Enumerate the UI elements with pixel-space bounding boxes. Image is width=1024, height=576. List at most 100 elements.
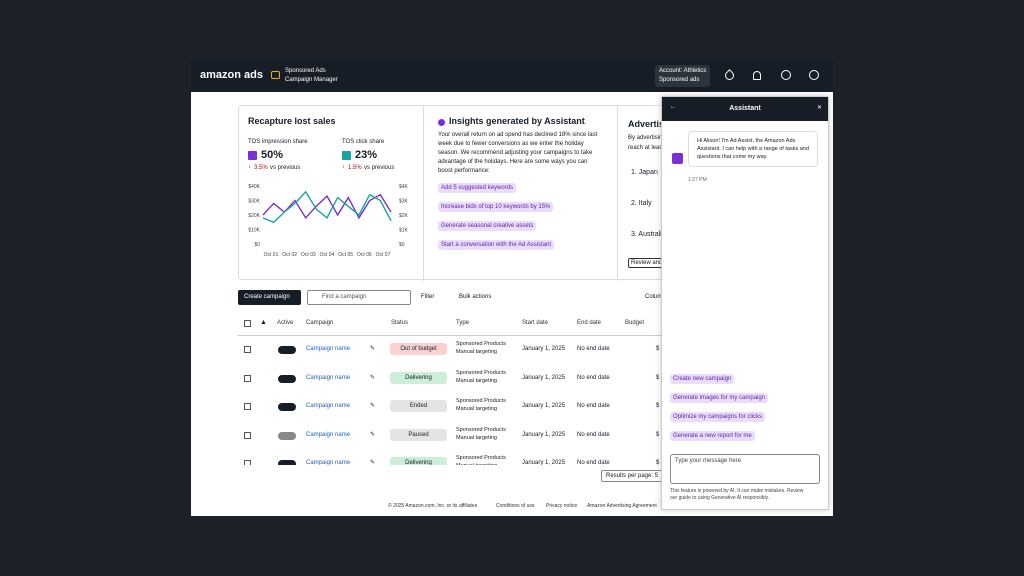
- end-date: No end date: [577, 403, 610, 409]
- campaign-link[interactable]: Campaign name: [306, 374, 351, 381]
- x-tick-label: Oct 06: [357, 252, 372, 258]
- end-date: No end date: [577, 346, 610, 352]
- budget: $: [656, 346, 660, 352]
- suggestion[interactable]: Create new campaign: [670, 374, 735, 384]
- profile-icon[interactable]: [809, 70, 819, 80]
- type: Sponsored Products: [456, 398, 506, 404]
- header-checkbox[interactable]: [244, 320, 251, 327]
- edit-icon[interactable]: ✎: [370, 460, 376, 466]
- campaign-link[interactable]: Campaign name: [306, 346, 351, 352]
- card-title: Insights generated by Assistant: [449, 116, 585, 126]
- toggle[interactable]: [278, 431, 296, 440]
- suggestion[interactable]: Generate a new report for me: [670, 431, 755, 441]
- metric-compare: vs previous: [364, 165, 395, 171]
- launch-icon[interactable]: [723, 69, 736, 82]
- row-checkbox[interactable]: [244, 431, 251, 439]
- toggle[interactable]: [278, 403, 296, 411]
- x-tick-label: Oct 05: [338, 252, 353, 258]
- metric-delta: 3.5%: [254, 165, 268, 171]
- columns[interactable]: Columns: [645, 294, 669, 300]
- input-placeholder: Type your message here: [675, 458, 742, 464]
- top-nav: amazon ads Sponsored Ads Campaign Manage…: [191, 60, 833, 92]
- targeting: Manual targeting: [456, 349, 497, 355]
- status-badge: Out of budget: [390, 343, 447, 355]
- x-tick-label: Oct 07: [376, 252, 391, 258]
- create-button[interactable]: Create campaign: [238, 290, 301, 305]
- toggle[interactable]: [278, 346, 296, 354]
- y2-tick-label: $2K: [399, 213, 409, 219]
- footer-link[interactable]: Amazon Advertising Agreement: [587, 503, 657, 509]
- down-arrow: ↓: [342, 164, 345, 170]
- assistant-message: Hi Alison! I'm Ad Assist, the Amazon Ads…: [688, 131, 818, 167]
- edit-icon[interactable]: ✎: [370, 431, 376, 438]
- trend-line: [262, 190, 392, 224]
- account-switcher[interactable]: Account: Athletics Sponsored ads: [655, 65, 710, 87]
- back[interactable]: ←: [670, 104, 676, 110]
- row-checkbox[interactable]: [244, 346, 251, 353]
- end-date: No end date: [577, 460, 610, 466]
- end-date: No end date: [577, 431, 610, 438]
- edit-icon[interactable]: ✎: [370, 374, 376, 381]
- y-tick-label: $30K: [248, 199, 260, 205]
- type: Sponsored Products: [456, 341, 506, 347]
- product: Sponsored Ads: [285, 68, 326, 74]
- message-input[interactable]: Type your message here: [670, 454, 820, 484]
- column-header[interactable]: Budget: [625, 320, 645, 326]
- suggestion[interactable]: Optimize my campaigns for clicks: [670, 412, 766, 422]
- targeting: Manual targeting: [456, 377, 497, 384]
- toggle[interactable]: [278, 374, 296, 383]
- message-time: 1:27 PM: [688, 177, 707, 183]
- campaign-link[interactable]: Campaign name: [306, 431, 351, 438]
- column-header[interactable]: Status: [391, 320, 409, 326]
- bell-icon[interactable]: [753, 71, 761, 80]
- suggestion[interactable]: Generate images for my campaign: [670, 393, 769, 403]
- search-box[interactable]: Find a campaign: [307, 290, 411, 305]
- row-checkbox[interactable]: [244, 403, 251, 410]
- status-badge: Delivering: [390, 371, 447, 384]
- y-tick-label: $10K: [248, 228, 260, 234]
- start-date: January 1, 2025: [522, 374, 566, 381]
- type: Sponsored Products: [456, 455, 506, 461]
- bulk-actions[interactable]: Bulk actions: [459, 294, 492, 300]
- budget: $: [656, 460, 660, 466]
- help-icon[interactable]: [781, 70, 791, 80]
- filter[interactable]: Filter: [421, 294, 435, 300]
- x-tick-label: Oct 02: [282, 252, 297, 258]
- column-header[interactable]: Campaign: [306, 320, 334, 326]
- targeting: Manual targeting: [456, 434, 497, 441]
- targeting: Manual targeting: [456, 406, 497, 412]
- column-header[interactable]: End date: [577, 320, 602, 326]
- y2-tick-label: $0: [399, 242, 405, 248]
- insight-action[interactable]: Increase bids of top 10 keywords by 15%: [438, 202, 554, 212]
- column-header[interactable]: Active: [277, 320, 294, 326]
- edit-icon[interactable]: ✎: [370, 346, 376, 352]
- edit-icon[interactable]: ✎: [370, 403, 376, 409]
- account: Account: Athletics: [659, 68, 707, 74]
- metric-swatch: [248, 151, 257, 160]
- logo[interactable]: amazon ads: [200, 69, 263, 81]
- insights-icon: [438, 119, 445, 126]
- insight-action[interactable]: Generate seasonal creative assets: [438, 221, 537, 231]
- market-item: 1. Japan: [631, 169, 658, 176]
- assistant-header: ← Assistant ✕: [662, 97, 828, 121]
- insight-action[interactable]: Start a conversation with the Ad Assista…: [438, 240, 555, 250]
- x-tick-label: Oct 03: [301, 252, 316, 258]
- briefcase-icon: [271, 71, 280, 79]
- campaign-link[interactable]: Campaign name: [306, 460, 351, 466]
- footer-link[interactable]: Privacy notice: [546, 503, 578, 509]
- column-header[interactable]: Start date: [522, 320, 549, 326]
- down-arrow: ↓: [248, 164, 251, 170]
- budget: $: [656, 403, 660, 409]
- disclaimer: This feature is powered by AI. It can ma…: [670, 488, 804, 501]
- row-checkbox[interactable]: [244, 374, 251, 382]
- close[interactable]: ✕: [817, 105, 823, 111]
- campaign-link[interactable]: Campaign name: [306, 403, 351, 409]
- assistant-title: Assistant: [729, 105, 761, 112]
- column-header[interactable]: Type: [456, 320, 470, 326]
- insight-action[interactable]: Add 5 suggested keywords: [438, 183, 517, 193]
- metric-compare: vs previous: [270, 165, 301, 171]
- results-per-page[interactable]: Results per page: 5: [601, 470, 664, 482]
- toggle[interactable]: [278, 460, 296, 468]
- x-tick-label: Oct 01: [264, 252, 279, 258]
- footer-link[interactable]: Conditions of use: [496, 503, 535, 509]
